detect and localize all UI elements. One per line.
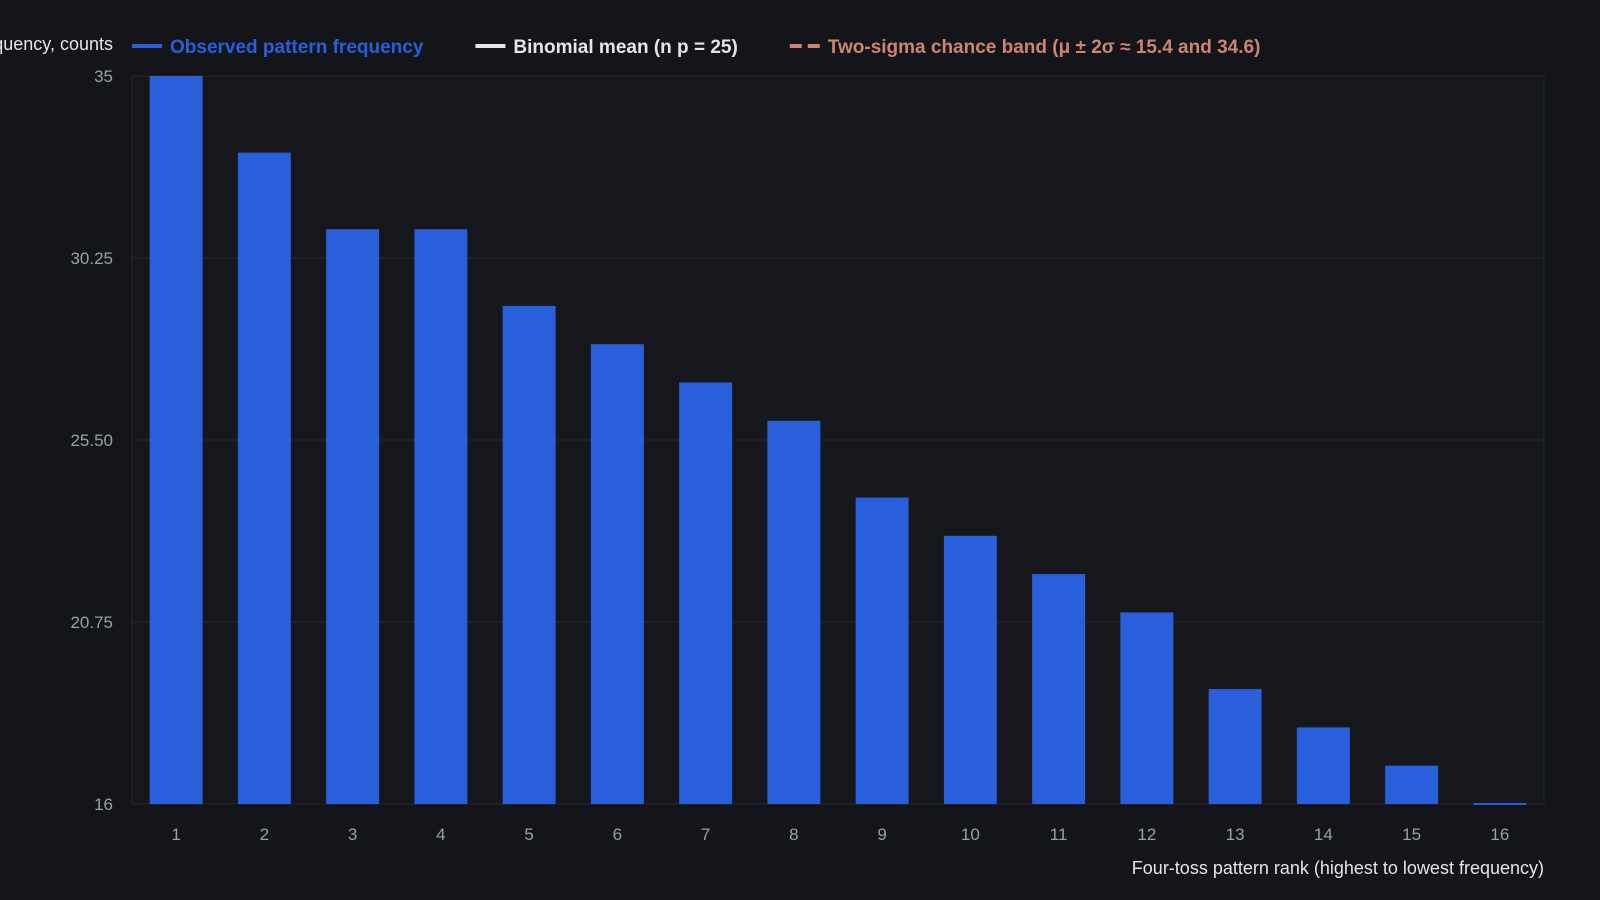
legend-label: Observed pattern frequency <box>170 37 424 58</box>
x-tick-label: 9 <box>877 825 886 844</box>
legend-item: Binomial mean (n p = 25) <box>475 37 738 58</box>
bar <box>237 152 291 804</box>
legend-item: Two-sigma chance band (μ ± 2σ ≈ 15.4 and… <box>789 37 1261 58</box>
legend: Observed pattern frequency Binomial mean … <box>132 37 1260 58</box>
legend-label: Two-sigma chance band (μ ± 2σ ≈ 15.4 and… <box>828 37 1261 58</box>
bar <box>1120 612 1174 804</box>
bar <box>1032 574 1086 804</box>
x-tick-label: 7 <box>701 825 710 844</box>
bar <box>855 497 909 804</box>
y-tick-label: 30.25 <box>70 249 113 268</box>
x-tick-label: 11 <box>1050 825 1068 844</box>
bar <box>679 382 733 804</box>
x-tick-label: 14 <box>1314 825 1333 844</box>
bar <box>502 305 556 804</box>
bar <box>1296 727 1350 804</box>
bar <box>943 535 997 804</box>
bar <box>149 76 203 804</box>
bar <box>590 344 644 804</box>
legend-label: Binomial mean (n p = 25) <box>513 37 737 58</box>
x-tick-label: 13 <box>1226 825 1245 844</box>
legend-item: Observed pattern frequency <box>132 37 424 58</box>
bar <box>767 420 821 804</box>
x-tick-label: 4 <box>436 825 445 844</box>
y-tick-labels: 16 20.75 25.50 30.25 35 <box>70 67 113 814</box>
y-axis-title: Frequency, counts <box>0 34 113 54</box>
x-tick-label: 1 <box>171 825 180 844</box>
bar <box>326 229 380 804</box>
x-tick-label: 6 <box>613 825 622 844</box>
x-tick-label: 8 <box>789 825 798 844</box>
y-tick-label: 25.50 <box>70 431 113 450</box>
x-tick-label: 3 <box>348 825 357 844</box>
x-tick-label: 2 <box>260 825 269 844</box>
bar <box>414 229 468 804</box>
x-tick-label: 10 <box>961 825 980 844</box>
x-tick-labels: 1 2 3 4 5 6 7 8 9 10 11 12 13 14 15 16 <box>171 825 1509 844</box>
bar <box>1473 803 1527 805</box>
x-tick-label: 15 <box>1402 825 1421 844</box>
y-tick-label: 16 <box>94 795 113 814</box>
x-axis-title: Four-toss pattern rank (highest to lowes… <box>1132 858 1544 878</box>
x-tick-label: 16 <box>1490 825 1509 844</box>
y-tick-label: 20.75 <box>70 613 113 632</box>
bars <box>149 76 1527 805</box>
bar <box>1208 689 1262 804</box>
bar <box>1385 765 1439 804</box>
y-tick-label: 35 <box>94 67 113 86</box>
x-tick-label: 12 <box>1137 825 1156 844</box>
x-tick-label: 5 <box>524 825 533 844</box>
